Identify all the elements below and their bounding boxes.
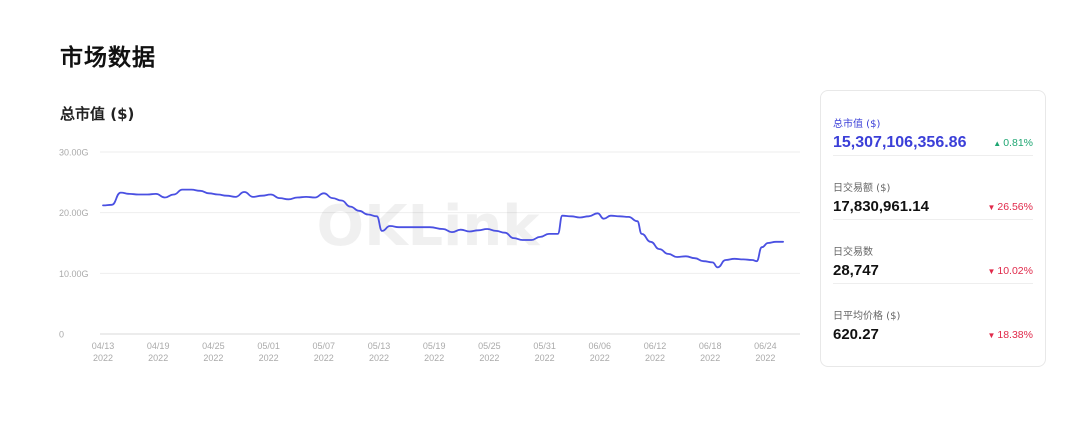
x-tick-label: 04/25 — [202, 341, 225, 351]
y-tick-label: 20.00G — [59, 208, 89, 218]
x-axis-ticks: 04/13 2022 04/19 2022 04/25 2022 05/01 2022 05/0… — [92, 341, 777, 363]
divider — [833, 283, 1033, 284]
x-tick-label: 06/18 — [699, 341, 722, 351]
stat-value: 620.27 — [833, 326, 879, 343]
divider — [833, 219, 1033, 220]
stat-change-value: 18.38% — [997, 329, 1033, 341]
x-tick-label: 05/25 — [478, 341, 501, 351]
stat-market-cap: 总市值 ($) 15,307,106,356.86 ▲ 0.81% — [833, 91, 1033, 155]
stat-label: 总市值 ($) — [833, 119, 881, 130]
x-tick-label: 04/13 — [92, 341, 115, 351]
x-tick-label: 06/12 — [644, 341, 667, 351]
x-tick-year: 2022 — [314, 353, 334, 363]
stat-value: 28,747 — [833, 262, 879, 279]
x-tick-year: 2022 — [479, 353, 499, 363]
x-tick-year: 2022 — [424, 353, 444, 363]
y-tick-label: 10.00G — [59, 269, 89, 279]
stat-label: 日平均价格 ($) — [833, 311, 901, 322]
y-axis-ticks: 30.00G 20.00G 10.00G 0 — [59, 148, 89, 340]
stat-change-value: 26.56% — [997, 201, 1033, 213]
stat-label: 日交易数 — [833, 247, 873, 258]
triangle-down-icon: ▼ — [987, 267, 996, 276]
x-tick-year: 2022 — [645, 353, 665, 363]
stat-daily-transactions: 日交易数 28,747 ▼ 10.02% — [833, 219, 1033, 283]
y-tick-label: 30.00G — [59, 148, 89, 158]
x-tick-year: 2022 — [93, 353, 113, 363]
divider — [833, 155, 1033, 156]
stat-change-value: 10.02% — [997, 265, 1033, 277]
triangle-up-icon: ▲ — [993, 139, 1002, 148]
stat-label: 日交易额 ($) — [833, 183, 891, 194]
chart-title: 总市值 ($) — [60, 105, 135, 123]
x-tick-label: 05/19 — [423, 341, 446, 351]
triangle-down-icon: ▼ — [987, 331, 996, 340]
x-tick-label: 04/19 — [147, 341, 170, 351]
x-tick-year: 2022 — [203, 353, 223, 363]
x-tick-year: 2022 — [369, 353, 389, 363]
grid-layer — [100, 151, 800, 335]
y-tick-label: 0 — [59, 330, 64, 340]
x-tick-label: 05/01 — [257, 341, 280, 351]
x-tick-label: 06/06 — [589, 341, 612, 351]
x-tick-label: 05/07 — [313, 341, 336, 351]
stat-daily-volume: 日交易额 ($) 17,830,961.14 ▼ 26.56% — [833, 155, 1033, 219]
series-line-market-cap — [102, 188, 784, 269]
series-layer — [102, 188, 784, 269]
stat-change: ▼ 10.02% — [987, 265, 1033, 277]
stat-value: 15,307,106,356.86 — [833, 134, 967, 151]
stat-change: ▼ 26.56% — [987, 201, 1033, 213]
triangle-down-icon: ▼ — [987, 203, 996, 212]
x-tick-label: 05/31 — [533, 341, 556, 351]
stats-card: 总市值 ($) 15,307,106,356.86 ▲ 0.81% 日交易额 ($… — [820, 90, 1046, 367]
x-tick-year: 2022 — [148, 353, 168, 363]
x-tick-year: 2022 — [259, 353, 279, 363]
stat-change: ▼ 18.38% — [987, 329, 1033, 341]
x-tick-year: 2022 — [755, 353, 775, 363]
page-title: 市场数据 — [60, 45, 156, 71]
x-tick-label: 06/24 — [754, 341, 777, 351]
x-tick-year: 2022 — [700, 353, 720, 363]
x-tick-year: 2022 — [535, 353, 555, 363]
stat-change-value: 0.81% — [1003, 137, 1033, 149]
stat-value: 17,830,961.14 — [833, 198, 929, 215]
stat-daily-avg-price: 日平均价格 ($) 620.27 ▼ 18.38% — [833, 283, 1033, 347]
x-tick-year: 2022 — [590, 353, 610, 363]
x-tick-label: 05/13 — [368, 341, 391, 351]
stat-change: ▲ 0.81% — [993, 137, 1033, 149]
